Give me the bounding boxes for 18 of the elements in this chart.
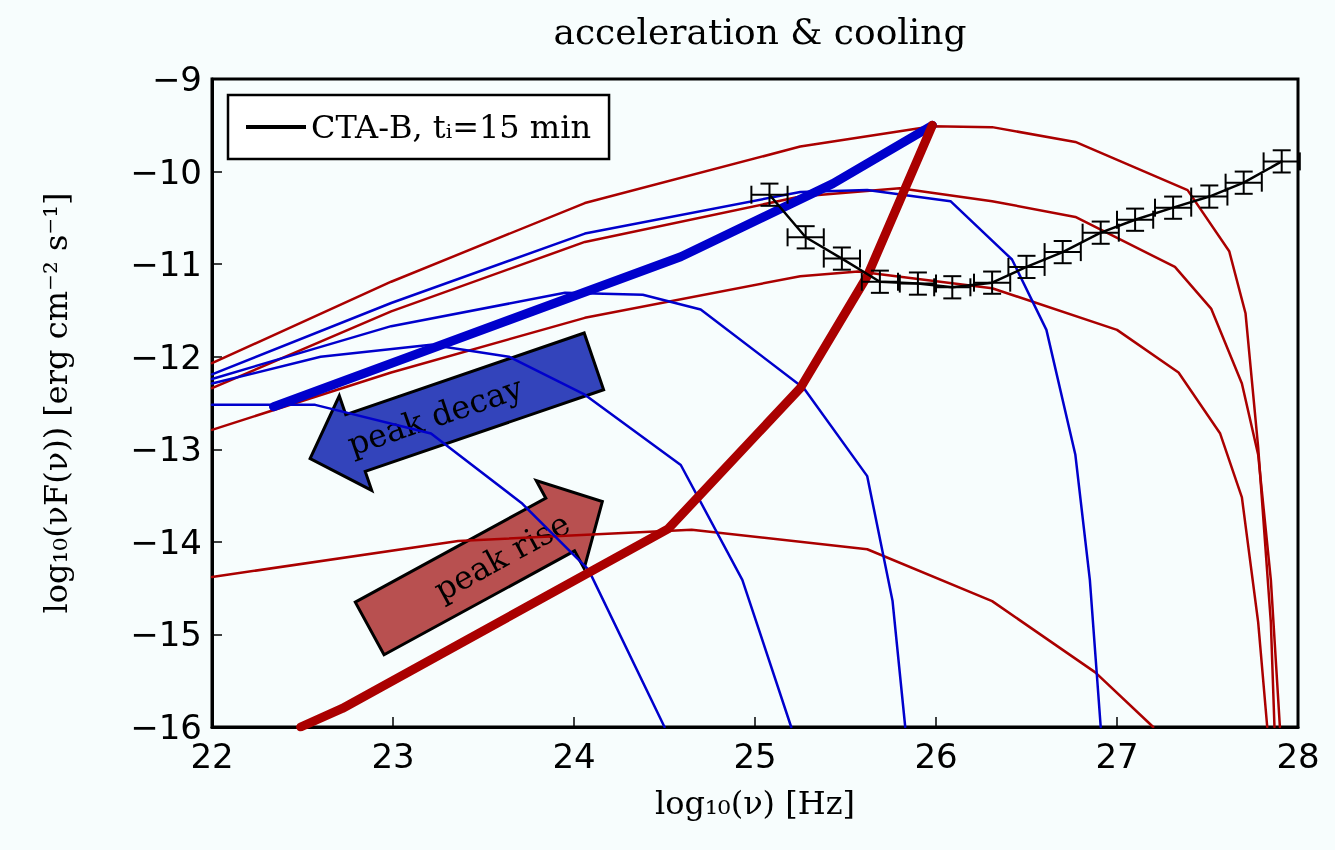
y-axis-title: log₁₀(νF(ν)) [erg cm⁻² s⁻¹]	[37, 192, 75, 614]
x-tick-label: 26	[914, 736, 958, 776]
chart-title: acceleration & cooling	[553, 10, 967, 52]
x-tick-label: 24	[552, 736, 596, 776]
x-tick-label: 27	[1095, 736, 1139, 776]
y-tick-label: −14	[130, 521, 202, 562]
legend-label: CTA-B, tᵢ=15 min	[311, 108, 592, 146]
y-tick-label: −9	[151, 59, 202, 99]
y-tick-label: −12	[130, 336, 202, 377]
x-tick-label: 23	[371, 736, 415, 776]
y-tick-label: −15	[130, 614, 202, 655]
annotation: peak decay	[342, 368, 528, 464]
x-axis-title: log₁₀(ν) [Hz]	[655, 784, 855, 822]
y-tick-label: −13	[130, 429, 202, 470]
y-tick-label: −11	[130, 244, 202, 285]
x-tick-label: 25	[733, 736, 777, 776]
y-tick-label: −10	[130, 151, 202, 192]
x-tick-label: 28	[1276, 736, 1320, 776]
